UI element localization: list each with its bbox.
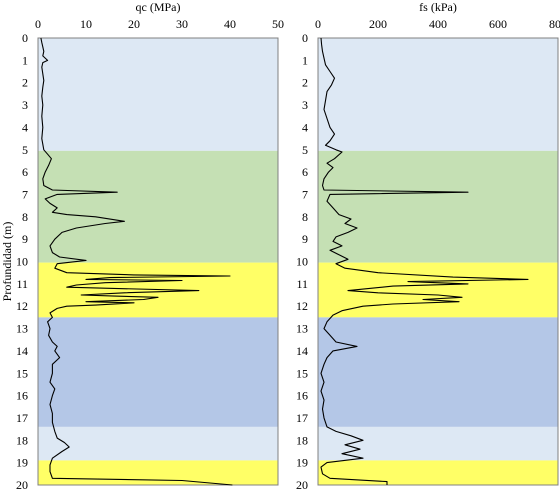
fs-y-tick-label: 4 <box>302 120 308 134</box>
qc-y-tick-label: 7 <box>22 187 28 201</box>
qc-y-axis-title: Profundidad (m) <box>0 222 14 302</box>
fs-y-tick-label: 2 <box>302 76 308 90</box>
qc-y-tick-label: 10 <box>16 255 28 269</box>
fs-y-tick-label: 6 <box>302 165 308 179</box>
qc-y-tick-label: 8 <box>22 210 28 224</box>
fs-y-tick-label: 3 <box>302 98 308 112</box>
fs-y-tick-label: 12 <box>296 299 308 313</box>
qc-y-tick-label: 12 <box>16 299 28 313</box>
qc-x-tick-label: 30 <box>176 17 188 31</box>
fs-y-tick-label: 1 <box>302 53 308 67</box>
qc-x-tick-label: 50 <box>272 17 284 31</box>
qc-band-3 <box>38 317 278 427</box>
fs-band-3 <box>318 317 558 427</box>
fs-plot-frame <box>317 37 559 486</box>
fs-y-tick-label: 7 <box>302 187 308 201</box>
qc-y-tick-label: 6 <box>22 165 28 179</box>
fs-y-tick-label: 10 <box>296 255 308 269</box>
fs-y-tick-label: 14 <box>296 344 308 358</box>
fs-y-tick-label: 8 <box>302 210 308 224</box>
qc-x-tick-label: 20 <box>128 17 140 31</box>
fs-y-tick-label: 17 <box>296 411 308 425</box>
qc-y-tick-label: 14 <box>16 344 28 358</box>
fs-x-tick-label: 600 <box>489 17 507 31</box>
fs-band-4 <box>318 426 558 461</box>
fs-y-tick-label: 5 <box>302 143 308 157</box>
qc-band-1 <box>38 150 278 263</box>
fs-band-1 <box>318 150 558 263</box>
qc-series-line <box>40 37 233 486</box>
fs-x-tick-label: 800 <box>549 17 560 31</box>
qc-x-tick-label: 40 <box>224 17 236 31</box>
fs-x-tick-label: 0 <box>315 17 321 31</box>
fs-x-tick-label: 400 <box>429 17 447 31</box>
fs-y-tick-label: 9 <box>302 232 308 246</box>
qc-plot-frame <box>37 37 279 486</box>
qc-y-tick-label: 15 <box>16 366 28 380</box>
qc-y-tick-label: 4 <box>22 120 28 134</box>
qc-band-4 <box>38 426 278 461</box>
fs-x-axis-title: fs (kPa) <box>419 0 457 14</box>
qc-y-tick-label: 19 <box>16 456 28 470</box>
qc-x-tick-label: 0 <box>35 17 41 31</box>
qc-y-tick-label: 18 <box>16 433 28 447</box>
qc-y-tick-label: 16 <box>16 389 28 403</box>
fs-y-tick-label: 18 <box>296 433 308 447</box>
fs-y-tick-label: 19 <box>296 456 308 470</box>
qc-y-tick-label: 3 <box>22 98 28 112</box>
fs-y-tick-label: 13 <box>296 322 308 336</box>
fs-y-tick-label: 20 <box>296 478 308 492</box>
qc-y-tick-label: 2 <box>22 76 28 90</box>
qc-y-tick-label: 0 <box>22 31 28 45</box>
fs-series-line <box>320 37 529 485</box>
qc-y-tick-label: 20 <box>16 478 28 492</box>
fs-band-5 <box>318 460 558 485</box>
fs-y-tick-label: 11 <box>296 277 308 291</box>
fs-x-tick-label: 200 <box>369 17 387 31</box>
qc-y-tick-label: 1 <box>22 53 28 67</box>
fs-y-tick-label: 15 <box>296 366 308 380</box>
fs-y-tick-label: 0 <box>302 31 308 45</box>
qc-band-0 <box>38 38 278 151</box>
qc-y-tick-label: 17 <box>16 411 28 425</box>
qc-y-tick-label: 9 <box>22 232 28 246</box>
qc-x-tick-label: 10 <box>80 17 92 31</box>
qc-y-tick-label: 5 <box>22 143 28 157</box>
qc-band-5 <box>38 460 278 485</box>
qc-y-tick-label: 13 <box>16 322 28 336</box>
fs-band-0 <box>318 38 558 151</box>
qc-y-tick-label: 11 <box>16 277 28 291</box>
qc-x-axis-title: qc (MPa) <box>136 0 181 14</box>
fs-y-tick-label: 16 <box>296 389 308 403</box>
